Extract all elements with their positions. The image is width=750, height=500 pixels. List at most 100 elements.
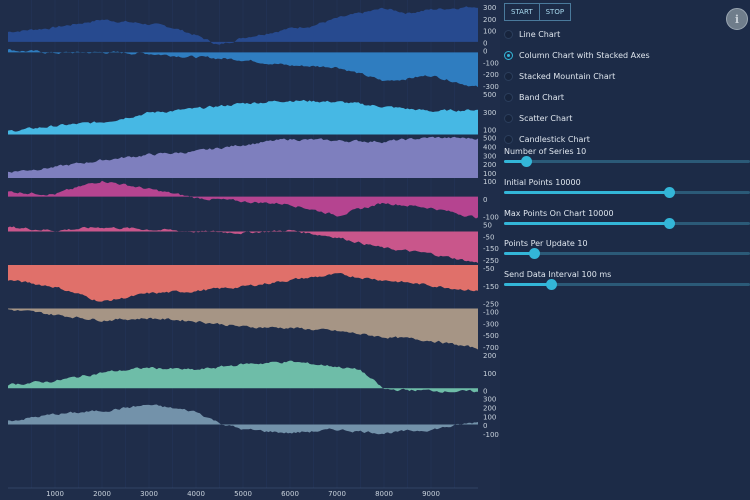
start-button[interactable]: START: [504, 3, 540, 21]
radio-band-chart[interactable]: Band Chart: [504, 87, 650, 108]
slider-label: Send Data Interval 100 ms: [504, 270, 612, 279]
radio-label: Candlestick Chart: [519, 135, 590, 144]
chart-area: 300 200 100 0 0 -100 -200 -300 500 300 100 500 400 30…: [8, 0, 499, 498]
slider-fill: [504, 160, 527, 163]
y-tick-label: 100: [483, 28, 496, 36]
slider-label: Number of Series 10: [504, 147, 587, 156]
series-area-10: [8, 404, 478, 435]
radio-circle[interactable]: [504, 72, 513, 81]
y-tick-label: 200: [483, 404, 496, 412]
y-tick-label: 0: [483, 422, 487, 430]
slider-label: Points Per Update 10: [504, 239, 588, 248]
slider-points-per-update: Points Per Update 10: [504, 239, 750, 259]
y-tick-label: 300: [483, 109, 496, 117]
x-tick-label: 4000: [187, 490, 205, 498]
radio-line-chart[interactable]: Line Chart: [504, 24, 650, 45]
slider-thumb[interactable]: [545, 279, 557, 290]
series-area-4: [8, 136, 478, 178]
start-stop-group: START STOP: [504, 3, 572, 21]
series-area-5: [8, 180, 478, 219]
radio-circle[interactable]: [504, 30, 513, 39]
info-glyph: i: [734, 12, 740, 26]
chart-type-radio-group: Line Chart Column Chart with Stacked Axe…: [504, 24, 650, 150]
x-tick-label: 1000: [46, 490, 64, 498]
x-tick-label: 3000: [140, 490, 158, 498]
slider-track[interactable]: [504, 279, 750, 290]
x-tick-label: 8000: [375, 490, 393, 498]
y-tick-label: 300: [483, 396, 496, 404]
radio-column-chart-stacked-axes[interactable]: Column Chart with Stacked Axes: [504, 45, 650, 66]
y-tick-label: -150: [483, 245, 499, 253]
y-tick-label: 500: [483, 135, 496, 143]
y-tick-label: 100: [483, 170, 496, 178]
info-icon[interactable]: i: [726, 8, 748, 30]
y-tick-label: -250: [483, 257, 499, 265]
slider-initial-points: Initial Points 10000: [504, 178, 750, 198]
slider-number-of-series: Number of Series 10: [504, 147, 750, 167]
slider-thumb[interactable]: [528, 248, 540, 259]
series-area-1: [8, 6, 478, 45]
y-tick-label: 100: [483, 413, 496, 421]
y-tick-label: 300: [483, 152, 496, 160]
y-tick-label: 0: [483, 48, 487, 56]
y-tick-label: 0: [483, 40, 487, 48]
radio-circle[interactable]: [504, 51, 513, 60]
y-tick-label: -100: [483, 59, 499, 67]
y-tick-label: 400: [483, 143, 496, 151]
x-tick-label: 2000: [93, 490, 111, 498]
stop-button[interactable]: STOP: [539, 3, 572, 21]
slider-track[interactable]: [504, 218, 750, 229]
y-tick-label: -250: [483, 301, 499, 309]
y-tick-label: -700: [483, 344, 499, 352]
y-tick-label: 100: [483, 370, 496, 378]
y-tick-label: -300: [483, 320, 499, 328]
slider-track[interactable]: [504, 248, 750, 259]
settings-panel: START STOP Line Chart Column Chart with …: [500, 0, 750, 500]
y-tick-label: -300: [483, 83, 499, 91]
series-area-6: [8, 226, 478, 263]
radio-circle[interactable]: [504, 135, 513, 144]
slider-track[interactable]: [504, 156, 750, 167]
slider-label: Initial Points 10000: [504, 178, 581, 187]
y-tick-label: 300: [483, 4, 496, 12]
x-tick-label: 6000: [281, 490, 299, 498]
slider-fill: [504, 283, 551, 286]
y-tick-label: -100: [483, 309, 499, 317]
y-tick-label: 200: [483, 161, 496, 169]
radio-label: Stacked Mountain Chart: [519, 72, 616, 81]
radio-stacked-mountain-chart[interactable]: Stacked Mountain Chart: [504, 66, 650, 87]
series-area-3: [8, 99, 478, 135]
y-tick-label: -500: [483, 332, 499, 340]
x-tick-label: 9000: [422, 490, 440, 498]
slider-max-points: Max Points On Chart 10000: [504, 209, 750, 229]
radio-label: Band Chart: [519, 93, 565, 102]
y-tick-label: -150: [483, 283, 499, 291]
y-tick-label: 500: [483, 91, 496, 99]
y-tick-label: 200: [483, 352, 496, 360]
radio-circle[interactable]: [504, 93, 513, 102]
slider-send-data-interval: Send Data Interval 100 ms: [504, 270, 750, 290]
y-tick-label: 0: [483, 196, 487, 204]
y-tick-label: -200: [483, 71, 499, 79]
y-tick-label: -100: [483, 431, 499, 439]
slider-thumb[interactable]: [663, 218, 675, 229]
radio-candlestick-chart[interactable]: Candlestick Chart: [504, 129, 650, 150]
y-tick-label: 0: [483, 388, 487, 396]
x-tick-label: 5000: [234, 490, 252, 498]
radio-circle[interactable]: [504, 114, 513, 123]
slider-thumb[interactable]: [521, 156, 533, 167]
y-tick-label: -50: [483, 265, 494, 273]
slider-track[interactable]: [504, 187, 750, 198]
slider-fill: [504, 222, 669, 225]
slider-thumb[interactable]: [663, 187, 675, 198]
stacked-axes-chart: 30020010000-100-200-30050030010050040030…: [8, 0, 499, 498]
y-tick-label: 200: [483, 16, 496, 24]
series-area-8: [8, 308, 478, 350]
y-tick-label: 100: [483, 178, 496, 186]
radio-label: Column Chart with Stacked Axes: [519, 51, 650, 60]
x-tick-label: 7000: [328, 490, 346, 498]
radio-scatter-chart[interactable]: Scatter Chart: [504, 108, 650, 129]
series-area-9: [8, 360, 478, 393]
series-area-2: [8, 49, 478, 88]
